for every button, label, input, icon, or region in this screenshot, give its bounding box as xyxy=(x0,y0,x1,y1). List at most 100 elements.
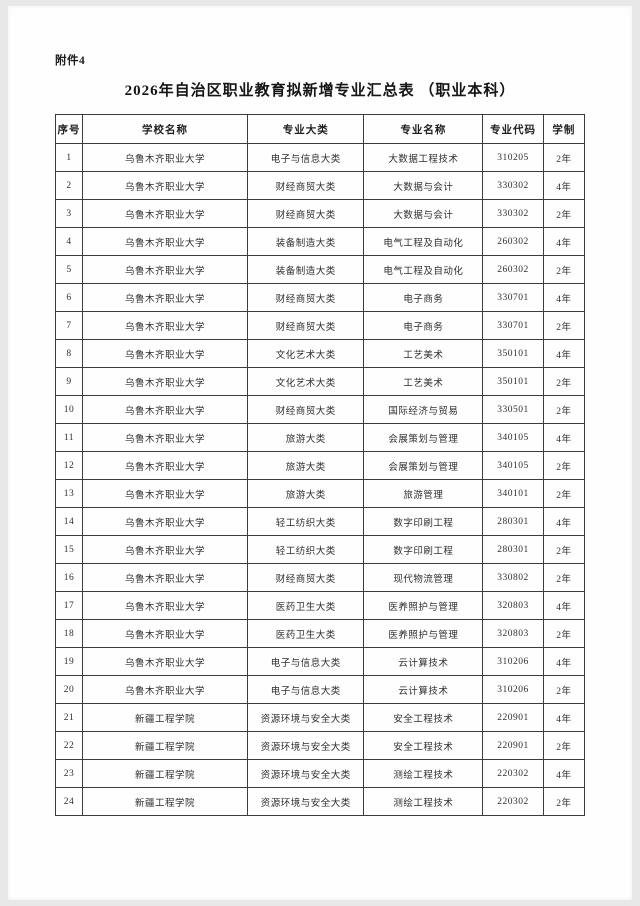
table-row: 11 乌鲁木齐职业大学 旅游大类 会展策划与管理 340105 4年 xyxy=(55,423,586,452)
table-row: 24 新疆工程学院 资源环境与安全大类 测绘工程技术 220302 2年 xyxy=(55,787,586,816)
cell-major: 旅游管理 xyxy=(363,479,484,508)
cell-duration: 4年 xyxy=(542,339,586,368)
cell-duration: 2年 xyxy=(542,563,586,592)
cell-index: 7 xyxy=(55,311,83,340)
cell-major: 医养照护与管理 xyxy=(363,619,484,648)
table-body: 1 乌鲁木齐职业大学 电子与信息大类 大数据工程技术 310205 2年 2 乌鲁木齐职业大学… xyxy=(55,143,586,816)
cell-code: 310205 xyxy=(482,143,544,172)
cell-duration: 4年 xyxy=(542,227,586,256)
cell-code: 330302 xyxy=(482,199,544,228)
cell-category: 轻工纺织大类 xyxy=(247,535,365,564)
cell-index: 1 xyxy=(55,143,83,172)
table-row: 2 乌鲁木齐职业大学 财经商贸大类 大数据与会计 330302 4年 xyxy=(55,171,586,200)
cell-index: 22 xyxy=(55,731,83,760)
cell-code: 220901 xyxy=(482,731,544,760)
cell-school: 乌鲁木齐职业大学 xyxy=(81,675,249,704)
cell-major: 测绘工程技术 xyxy=(363,787,484,816)
cell-major: 测绘工程技术 xyxy=(363,759,484,788)
table-row: 6 乌鲁木齐职业大学 财经商贸大类 电子商务 330701 4年 xyxy=(55,283,586,312)
col-header-5: 学制 xyxy=(542,114,586,144)
cell-major: 工艺美术 xyxy=(363,339,484,368)
cell-category: 资源环境与安全大类 xyxy=(247,731,365,760)
cell-index: 4 xyxy=(55,227,83,256)
table-row: 13 乌鲁木齐职业大学 旅游大类 旅游管理 340101 2年 xyxy=(55,479,586,508)
cell-index: 15 xyxy=(55,535,83,564)
cell-major: 大数据与会计 xyxy=(363,199,484,228)
cell-category: 资源环境与安全大类 xyxy=(247,703,365,732)
header-row: 序号 学校名称 专业大类 专业名称 专业代码 学制 xyxy=(55,114,586,144)
cell-school: 乌鲁木齐职业大学 xyxy=(81,535,249,564)
cell-index: 9 xyxy=(55,367,83,396)
cell-major: 安全工程技术 xyxy=(363,731,484,760)
cell-index: 11 xyxy=(55,423,83,452)
cell-category: 轻工纺织大类 xyxy=(247,507,365,536)
cell-code: 280301 xyxy=(482,535,544,564)
cell-duration: 2年 xyxy=(542,199,586,228)
document-page: 附件4 2026年自治区职业教育拟新增专业汇总表 （职业本科） 序号 学校名称 专业… xyxy=(8,6,632,900)
table-row: 12 乌鲁木齐职业大学 旅游大类 会展策划与管理 340105 2年 xyxy=(55,451,586,480)
col-header-0: 序号 xyxy=(55,114,83,144)
table-header: 序号 学校名称 专业大类 专业名称 专业代码 学制 xyxy=(55,114,586,144)
cell-category: 资源环境与安全大类 xyxy=(247,787,365,816)
cell-school: 乌鲁木齐职业大学 xyxy=(81,479,249,508)
cell-category: 财经商贸大类 xyxy=(247,563,365,592)
cell-school: 新疆工程学院 xyxy=(81,787,249,816)
cell-duration: 4年 xyxy=(542,507,586,536)
cell-code: 350101 xyxy=(482,339,544,368)
cell-school: 乌鲁木齐职业大学 xyxy=(81,619,249,648)
table-row: 22 新疆工程学院 资源环境与安全大类 安全工程技术 220901 2年 xyxy=(55,731,586,760)
cell-school: 乌鲁木齐职业大学 xyxy=(81,311,249,340)
table-row: 8 乌鲁木齐职业大学 文化艺术大类 工艺美术 350101 4年 xyxy=(55,339,586,368)
cell-school: 乌鲁木齐职业大学 xyxy=(81,395,249,424)
cell-code: 320803 xyxy=(482,619,544,648)
cell-duration: 2年 xyxy=(542,535,586,564)
cell-school: 乌鲁木齐职业大学 xyxy=(81,507,249,536)
cell-index: 23 xyxy=(55,759,83,788)
table-row: 17 乌鲁木齐职业大学 医药卫生大类 医养照护与管理 320803 4年 xyxy=(55,591,586,620)
cell-code: 330302 xyxy=(482,171,544,200)
cell-index: 24 xyxy=(55,787,83,816)
cell-code: 320803 xyxy=(482,591,544,620)
cell-duration: 2年 xyxy=(542,255,586,284)
cell-school: 乌鲁木齐职业大学 xyxy=(81,339,249,368)
cell-school: 乌鲁木齐职业大学 xyxy=(81,227,249,256)
cell-major: 会展策划与管理 xyxy=(363,423,484,452)
cell-index: 16 xyxy=(55,563,83,592)
attachment-label: 附件4 xyxy=(55,55,86,67)
table-row: 4 乌鲁木齐职业大学 装备制造大类 电气工程及自动化 260302 4年 xyxy=(55,227,586,256)
cell-index: 5 xyxy=(55,255,83,284)
cell-category: 财经商贸大类 xyxy=(247,395,365,424)
cell-school: 乌鲁木齐职业大学 xyxy=(81,143,249,172)
cell-index: 13 xyxy=(55,479,83,508)
cell-category: 资源环境与安全大类 xyxy=(247,759,365,788)
cell-school: 乌鲁木齐职业大学 xyxy=(81,423,249,452)
cell-school: 乌鲁木齐职业大学 xyxy=(81,647,249,676)
cell-category: 电子与信息大类 xyxy=(247,675,365,704)
cell-index: 21 xyxy=(55,703,83,732)
table-row: 21 新疆工程学院 资源环境与安全大类 安全工程技术 220901 4年 xyxy=(55,703,586,732)
cell-category: 装备制造大类 xyxy=(247,227,365,256)
table-row: 9 乌鲁木齐职业大学 文化艺术大类 工艺美术 350101 2年 xyxy=(55,367,586,396)
cell-school: 新疆工程学院 xyxy=(81,731,249,760)
cell-code: 330501 xyxy=(482,395,544,424)
page-title: 2026年自治区职业教育拟新增专业汇总表 （职业本科） xyxy=(124,83,516,99)
cell-school: 乌鲁木齐职业大学 xyxy=(81,591,249,620)
cell-major: 数字印刷工程 xyxy=(363,507,484,536)
cell-major: 医养照护与管理 xyxy=(363,591,484,620)
cell-school: 乌鲁木齐职业大学 xyxy=(81,563,249,592)
cell-index: 10 xyxy=(55,395,83,424)
cell-category: 文化艺术大类 xyxy=(247,367,365,396)
table-row: 1 乌鲁木齐职业大学 电子与信息大类 大数据工程技术 310205 2年 xyxy=(55,143,586,172)
cell-major: 大数据与会计 xyxy=(363,171,484,200)
cell-category: 旅游大类 xyxy=(247,423,365,452)
cell-code: 280301 xyxy=(482,507,544,536)
cell-index: 6 xyxy=(55,283,83,312)
table-row: 18 乌鲁木齐职业大学 医药卫生大类 医养照护与管理 320803 2年 xyxy=(55,619,586,648)
table-row: 3 乌鲁木齐职业大学 财经商贸大类 大数据与会计 330302 2年 xyxy=(55,199,586,228)
cell-category: 文化艺术大类 xyxy=(247,339,365,368)
cell-duration: 4年 xyxy=(542,423,586,452)
cell-duration: 2年 xyxy=(542,395,586,424)
cell-duration: 4年 xyxy=(542,283,586,312)
cell-code: 220302 xyxy=(482,787,544,816)
cell-category: 装备制造大类 xyxy=(247,255,365,284)
